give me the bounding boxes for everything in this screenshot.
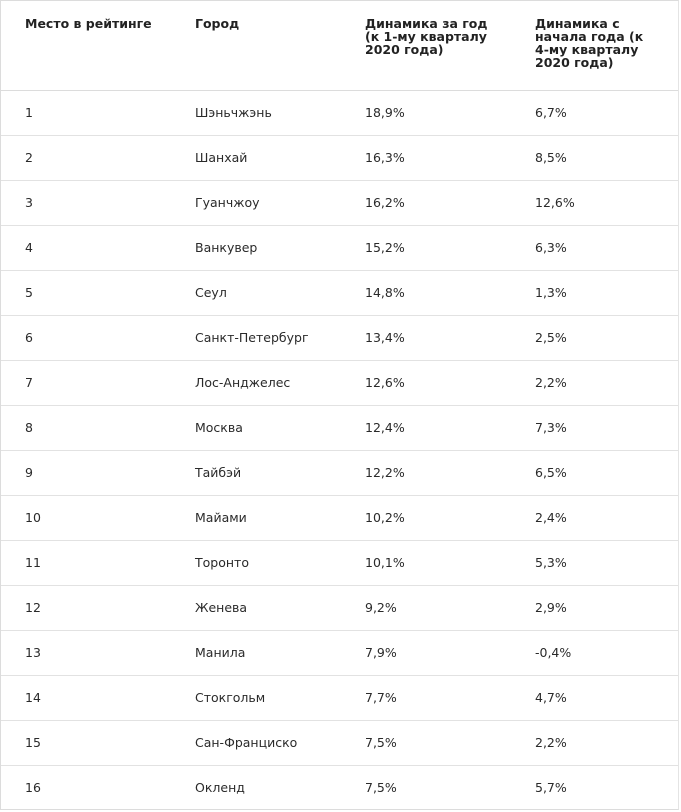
cell-city: Шанхай: [171, 135, 341, 181]
cell-yearly-change: 7,5%: [341, 720, 511, 766]
table-row: 16 Окленд 7,5% 5,7%: [1, 765, 678, 810]
cell-ytd-change: 2,2%: [511, 360, 678, 406]
cell-rank: 7: [1, 360, 171, 406]
cell-yearly-change: 16,2%: [341, 180, 511, 226]
cell-city: Сеул: [171, 270, 341, 316]
cell-ytd-change: -0,4%: [511, 630, 678, 676]
column-header-city: Город: [171, 1, 341, 91]
table-row: 5 Сеул 14,8% 1,3%: [1, 270, 678, 316]
cell-ytd-change: 2,4%: [511, 495, 678, 541]
header-row: Место в рейтинге Город Динамика за год (…: [1, 1, 678, 91]
cell-yearly-change: 14,8%: [341, 270, 511, 316]
cell-ytd-change: 5,7%: [535, 780, 567, 796]
cell-yearly-change: 13,4%: [341, 315, 511, 361]
table-row: 9 Тайбэй 12,2% 6,5%: [1, 450, 678, 496]
cell-ytd-change: 6,7%: [511, 90, 678, 136]
cell-rank: 10: [1, 495, 171, 541]
cell-rank: 12: [1, 585, 171, 631]
cell-yearly-change: 12,6%: [341, 360, 511, 406]
cell-yearly-change: 18,9%: [341, 90, 511, 136]
cell-ytd-change: 2,5%: [511, 315, 678, 361]
cell-rank: 11: [1, 540, 171, 586]
cell-city: Манила: [171, 630, 341, 676]
cell-yearly-change: 7,5%: [365, 780, 397, 796]
cell-rank: 4: [1, 225, 171, 271]
cell-city: Лос-Анджелес: [171, 360, 341, 406]
cell-rank: 3: [1, 180, 171, 226]
cell-city: Ванкувер: [171, 225, 341, 271]
table-row: 6 Санкт-Петербург 13,4% 2,5%: [1, 315, 678, 361]
cell-ytd-change: 8,5%: [511, 135, 678, 181]
cell-ytd-change: 5,3%: [511, 540, 678, 586]
cell-city: Окленд: [195, 780, 245, 796]
cell-rank: 14: [1, 675, 171, 721]
table-row: 2 Шанхай 16,3% 8,5%: [1, 135, 678, 181]
cell-yearly-change: 10,2%: [341, 495, 511, 541]
table-row: 10 Майами 10,2% 2,4%: [1, 495, 678, 541]
cell-yearly-change: 7,9%: [341, 630, 511, 676]
column-header-yearly-change: Динамика за год (к 1-му кварталу 2020 го…: [341, 1, 511, 91]
cell-ytd-change: 1,3%: [511, 270, 678, 316]
cell-city: Стокгольм: [171, 675, 341, 721]
table-row: 8 Москва 12,4% 7,3%: [1, 405, 678, 451]
cell-ytd-change: 12,6%: [511, 180, 678, 226]
cell-ytd-change: 6,5%: [511, 450, 678, 496]
cell-rank: 15: [1, 720, 171, 766]
table-row: 11 Торонто 10,1% 5,3%: [1, 540, 678, 586]
cell-city: Санкт-Петербург: [171, 315, 341, 361]
cell-yearly-change: 9,2%: [341, 585, 511, 631]
cell-rank: 9: [1, 450, 171, 496]
cell-city: Майами: [171, 495, 341, 541]
column-header-rank: Место в рейтинге: [1, 1, 171, 91]
cell-city: Торонто: [171, 540, 341, 586]
cell-city: Сан-Франциско: [171, 720, 341, 766]
cell-rank: 2: [1, 135, 171, 181]
cell-rank: 13: [1, 630, 171, 676]
cell-rank: 8: [1, 405, 171, 451]
cell-ytd-change: 6,3%: [511, 225, 678, 271]
cell-rank: 6: [1, 315, 171, 361]
table-body: 1 Шэньчжэнь 18,9% 6,7% 2 Шанхай 16,3% 8,5% 3 Гуан…: [1, 90, 678, 810]
cell-ytd-change: 4,7%: [511, 675, 678, 721]
cell-city: Москва: [171, 405, 341, 451]
cell-ytd-change: 2,2%: [511, 720, 678, 766]
column-header-ytd-change: Динамика с начала года (к 4-му кварталу …: [511, 1, 678, 91]
cell-rank: 5: [1, 270, 171, 316]
table-row: 3 Гуанчжоу 16,2% 12,6%: [1, 180, 678, 226]
cell-city: Гуанчжоу: [171, 180, 341, 226]
table-row: 14 Стокгольм 7,7% 4,7%: [1, 675, 678, 721]
cell-rank: 1: [1, 90, 171, 136]
cell-yearly-change: 12,4%: [341, 405, 511, 451]
table-row: 13 Манила 7,9% -0,4%: [1, 630, 678, 676]
cell-city: Женева: [171, 585, 341, 631]
cell-city: Тайбэй: [171, 450, 341, 496]
table-row: 15 Сан-Франциско 7,5% 2,2%: [1, 720, 678, 766]
table-row: 4 Ванкувер 15,2% 6,3%: [1, 225, 678, 271]
cell-city: Шэньчжэнь: [171, 90, 341, 136]
cell-yearly-change: 15,2%: [341, 225, 511, 271]
table-row: 7 Лос-Анджелес 12,6% 2,2%: [1, 360, 678, 406]
cell-yearly-change: 7,7%: [341, 675, 511, 721]
cell-rank: 16: [25, 780, 41, 796]
table-row: 12 Женева 9,2% 2,9%: [1, 585, 678, 631]
cell-ytd-change: 7,3%: [511, 405, 678, 451]
cell-yearly-change: 12,2%: [341, 450, 511, 496]
cell-ytd-change: 2,9%: [511, 585, 678, 631]
cell-yearly-change: 10,1%: [341, 540, 511, 586]
table-header: Место в рейтинге Город Динамика за год (…: [1, 1, 678, 91]
table-row: 1 Шэньчжэнь 18,9% 6,7%: [1, 90, 678, 136]
cell-yearly-change: 16,3%: [341, 135, 511, 181]
